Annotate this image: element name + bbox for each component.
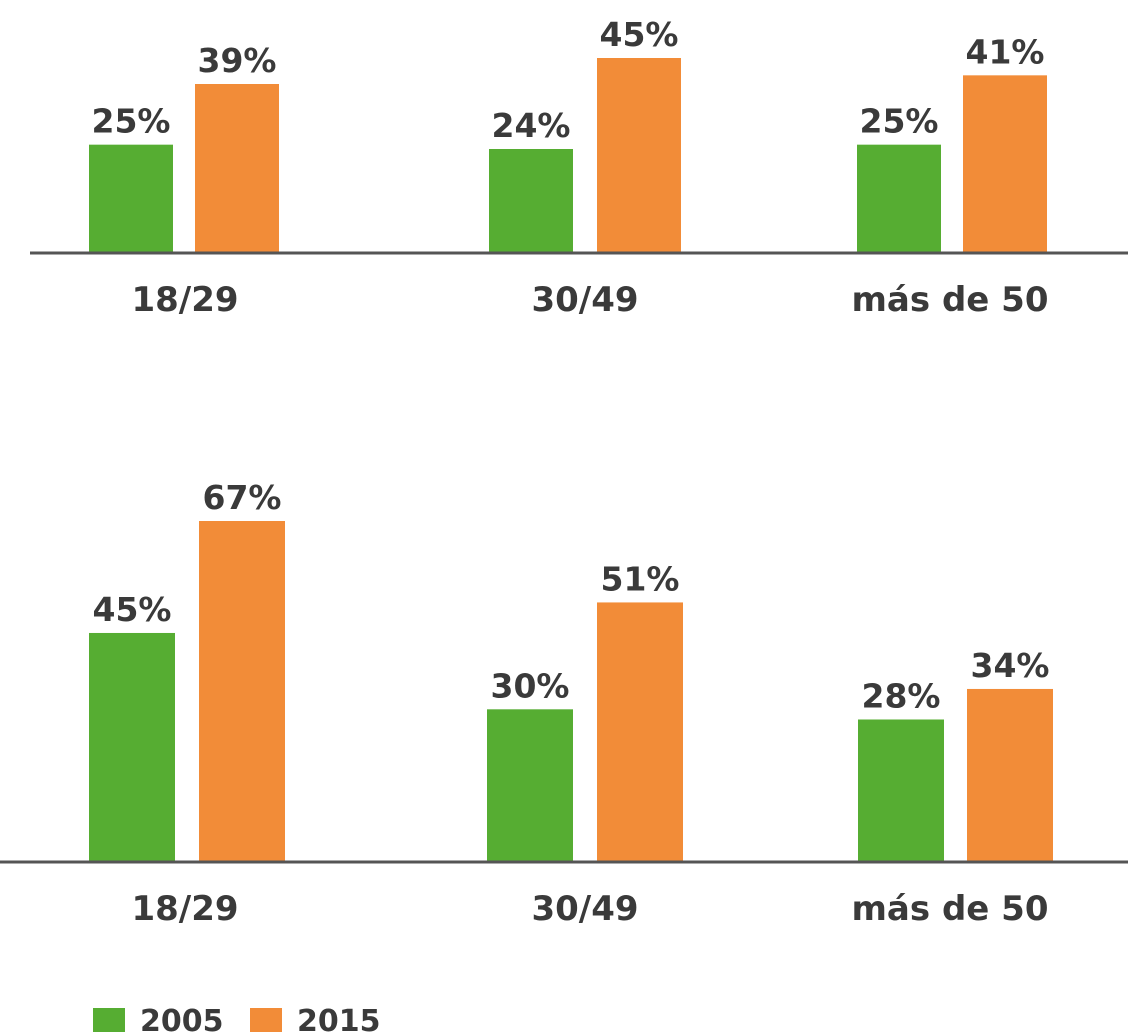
value-label: 39%: [198, 41, 277, 80]
legend-label: 2015: [297, 1004, 381, 1034]
category-label: 30/49: [531, 889, 638, 929]
bar: [857, 144, 941, 253]
bar: [967, 688, 1053, 862]
value-label: 30%: [491, 666, 570, 705]
value-label: 51%: [601, 559, 680, 598]
bar: [597, 602, 683, 862]
legend-label: 2005: [140, 1004, 224, 1034]
bar: [195, 84, 279, 253]
legend-swatch: [250, 1008, 282, 1032]
value-label: 28%: [862, 676, 941, 715]
category-label: 18/29: [131, 280, 238, 320]
value-label: 67%: [203, 478, 282, 517]
bar: [963, 75, 1047, 253]
bar: [489, 149, 573, 253]
category-label: 18/29: [131, 889, 238, 929]
value-label: 34%: [971, 646, 1050, 685]
category-label: más de 50: [852, 889, 1049, 929]
value-label: 25%: [92, 102, 171, 141]
value-label: 45%: [93, 590, 172, 629]
bar: [487, 709, 573, 862]
bar: [199, 521, 285, 862]
bar: [858, 719, 944, 862]
category-label: más de 50: [852, 280, 1049, 320]
bar: [597, 58, 681, 253]
value-label: 45%: [600, 15, 679, 54]
category-label: 30/49: [531, 280, 638, 320]
legend-swatch: [93, 1008, 125, 1032]
value-label: 41%: [966, 32, 1045, 71]
bar: [89, 144, 173, 253]
bar: [89, 632, 175, 862]
value-label: 25%: [860, 102, 939, 141]
value-label: 24%: [492, 106, 571, 145]
